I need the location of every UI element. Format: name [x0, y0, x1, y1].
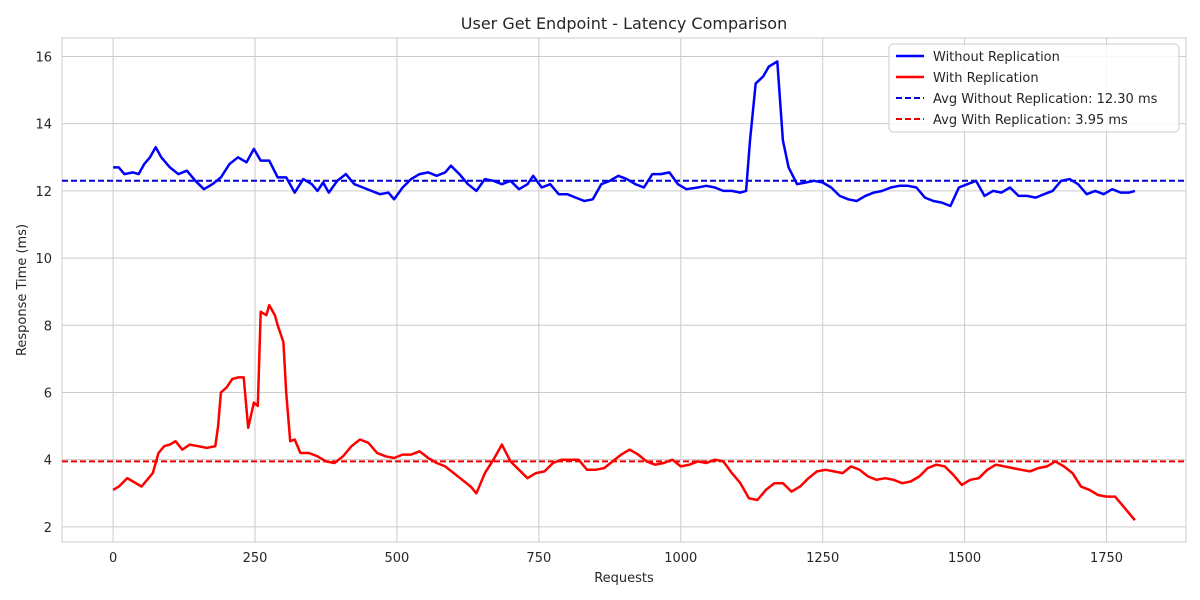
legend-box: [888, 43, 1180, 133]
y-tick-label: 4: [44, 454, 52, 469]
tick-labels: 0 250 500 750 1000 1250 1500 1750 2 4 6 8 10 12 14 16: [35, 50, 1123, 566]
legend: Without Replication With Replication Avg…: [888, 43, 1180, 133]
x-tick-label: 1500: [948, 551, 981, 566]
series-line-without-replication: [113, 60, 1136, 208]
x-tick-label: 1750: [1090, 551, 1123, 566]
y-tick-label: 14: [35, 118, 52, 133]
legend-label-without-replication: Without Replication: [933, 50, 1060, 65]
legend-label-avg-with-replication: Avg With Replication: 3.95 ms: [933, 113, 1128, 128]
x-tick-label: 750: [526, 551, 551, 566]
x-tick-label: 1000: [664, 551, 697, 566]
series-lines: [112, 60, 1136, 522]
series-line-with-replication: [112, 303, 1136, 522]
y-tick-label: 12: [35, 185, 52, 200]
chart-title: User Get Endpoint - Latency Comparison: [461, 14, 787, 33]
x-axis-label: Requests: [594, 571, 654, 586]
y-tick-label: 10: [35, 252, 52, 267]
x-tick-label: 250: [243, 551, 268, 566]
y-tick-label: 16: [35, 50, 52, 65]
y-tick-label: 8: [44, 319, 52, 334]
y-axis-label: Response Time (ms): [15, 224, 30, 356]
x-tick-label: 0: [109, 551, 117, 566]
y-tick-label: 2: [44, 521, 52, 536]
y-tick-label: 6: [44, 386, 52, 401]
legend-label-with-replication: With Replication: [933, 71, 1039, 86]
average-lines: [62, 179, 1186, 463]
x-tick-label: 1250: [806, 551, 839, 566]
legend-label-avg-without-replication: Avg Without Replication: 12.30 ms: [933, 92, 1158, 107]
plot-area: [61, 37, 1187, 543]
x-tick-label: 500: [385, 551, 410, 566]
